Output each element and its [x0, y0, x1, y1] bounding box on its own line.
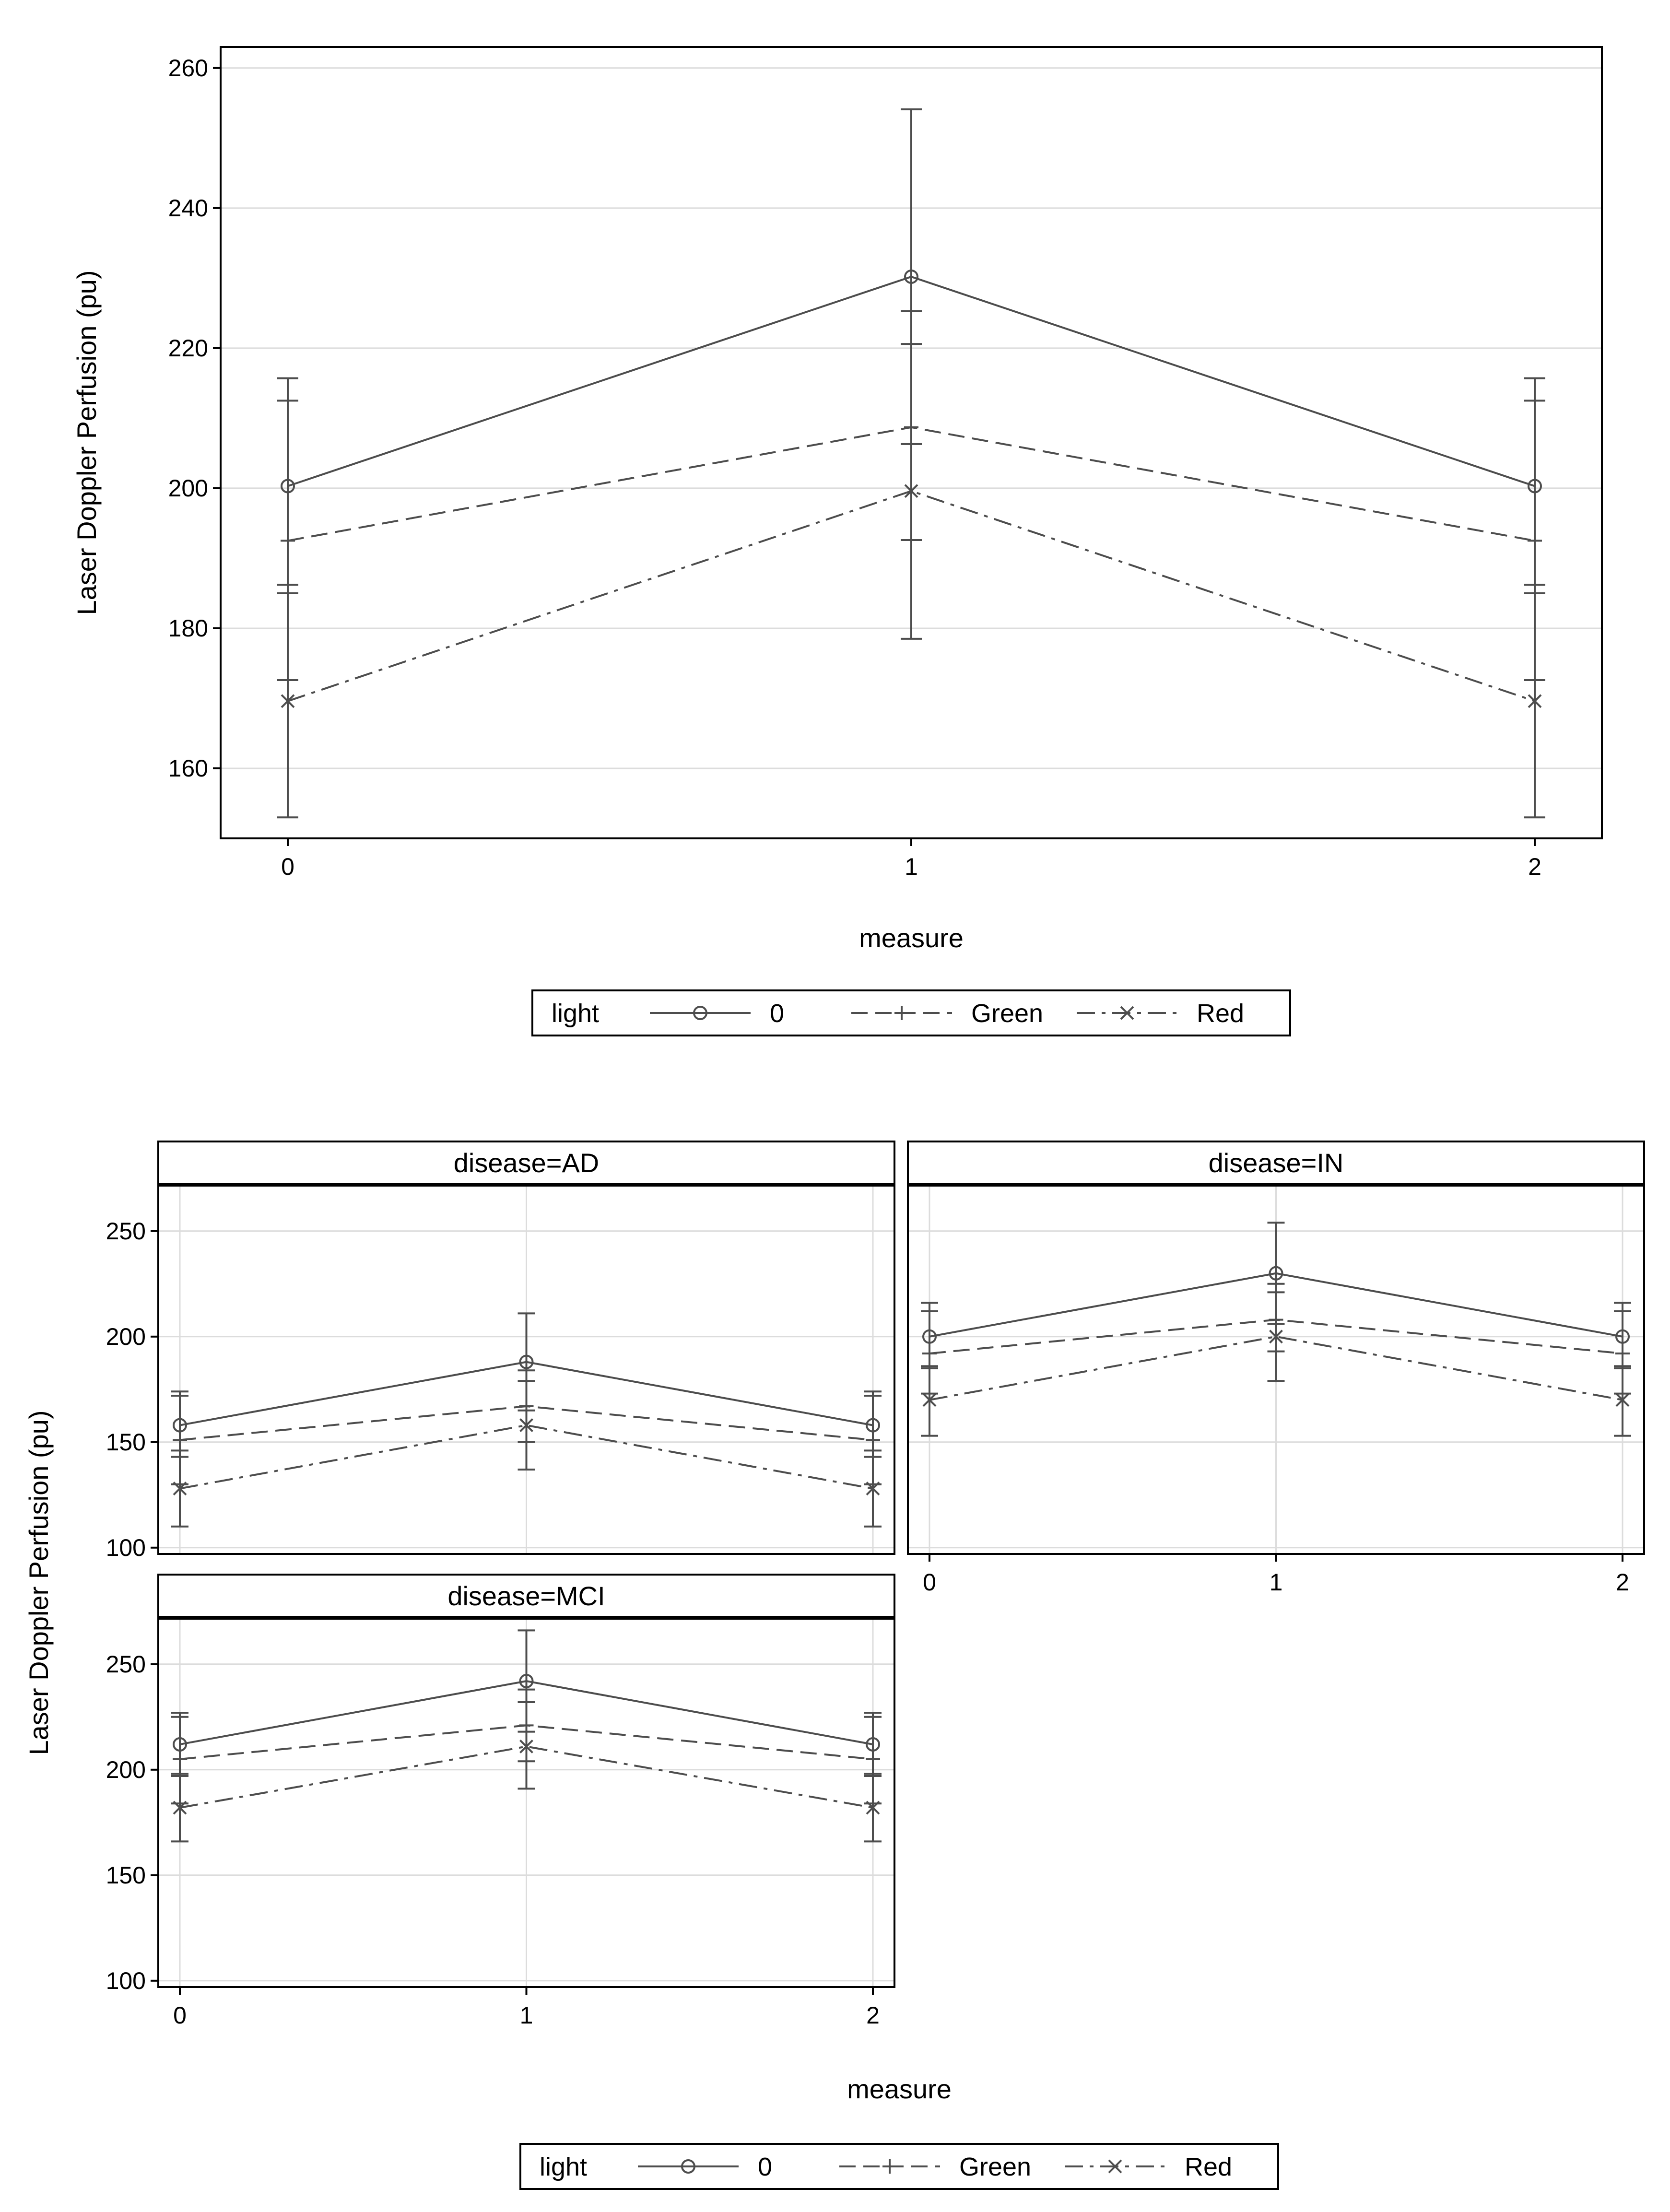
- legend-label-0: 0: [758, 2153, 772, 2181]
- y-tick-label: 100: [106, 1967, 146, 1994]
- data-point-green: [1615, 1346, 1630, 1361]
- top-y-axis-title: Laser Doppler Perfusion (pu): [71, 270, 102, 615]
- x-tick-label: 1: [905, 853, 918, 880]
- data-point-green: [866, 1752, 880, 1766]
- legend-label-green: Green: [971, 999, 1043, 1028]
- data-point-0: [519, 1354, 534, 1369]
- series-line-red: [929, 1335, 1623, 1401]
- panel-disease-in: 0 1 2 disease=IN: [907, 1141, 1645, 1596]
- data-point-red: [1528, 694, 1542, 708]
- panel-title: disease=MCI: [447, 1581, 605, 1611]
- data-point-0: [519, 1674, 534, 1688]
- data-point-green: [173, 1752, 187, 1766]
- y-tick-label: 150: [106, 1862, 146, 1889]
- panel-title: disease=AD: [454, 1148, 600, 1178]
- x-tick-label: 1: [520, 2002, 533, 2029]
- y-tick-label: 150: [106, 1429, 146, 1456]
- legend-title: light: [540, 2153, 587, 2181]
- legend-swatch-marker: [1120, 1006, 1134, 1020]
- panel-disease-mci: 100 150 200 250 0 1 2 disease=MCI: [106, 1574, 895, 2029]
- data-point-red: [519, 1739, 533, 1753]
- bottom-legend: light 0 Green Red: [519, 2143, 1279, 2190]
- y-tick-label: 180: [168, 615, 208, 642]
- x-tick-label: 0: [281, 853, 294, 880]
- legend-label-green: Green: [959, 2153, 1031, 2181]
- data-point-green: [866, 1433, 880, 1447]
- legend-label-red: Red: [1197, 999, 1244, 1028]
- data-point-green: [922, 1346, 937, 1361]
- x-tick-label: 2: [866, 2002, 880, 2029]
- data-point-green: [1528, 533, 1542, 548]
- y-tick-label: 220: [168, 335, 208, 362]
- y-tick-label: 250: [106, 1218, 146, 1245]
- data-point-red: [281, 694, 295, 708]
- data-point-red: [1615, 1393, 1630, 1407]
- top-plot: 160 180 200 220 240 260 0 1 2: [168, 46, 1603, 880]
- x-tick-label: 1: [1270, 1569, 1283, 1596]
- bottom-y-axis-title: Laser Doppler Perfusion (pu): [24, 1410, 54, 1755]
- data-point-red: [904, 484, 918, 498]
- data-point-red: [1269, 1330, 1283, 1344]
- series-line-red: [179, 1745, 873, 1809]
- data-point-red: [922, 1393, 937, 1407]
- y-tick-label: 250: [106, 1651, 146, 1678]
- y-tick-label: 100: [106, 1534, 146, 1561]
- panel-header: [157, 1141, 895, 1186]
- legend-swatch-marker: [1108, 2159, 1122, 2174]
- top-legend: light 0 Green Red: [531, 989, 1291, 1036]
- data-point-0: [1269, 1266, 1283, 1281]
- y-tick-label: 240: [168, 195, 208, 222]
- legend-swatch-marker: [894, 1006, 909, 1020]
- legend-label-0: 0: [770, 999, 784, 1028]
- y-tick-label: 200: [168, 475, 208, 502]
- y-tick-label: 200: [106, 1323, 146, 1350]
- data-point-green: [281, 533, 295, 548]
- x-tick-label: 0: [173, 2002, 187, 2029]
- top-x-axis-title: measure: [859, 923, 964, 953]
- legend-swatch-marker: [681, 2159, 695, 2174]
- legend-swatch-marker: [882, 2159, 897, 2174]
- panel-header: [907, 1141, 1645, 1186]
- series-line-red: [287, 490, 1535, 702]
- panel-title: disease=IN: [1209, 1148, 1344, 1178]
- x-tick-label: 2: [1616, 1569, 1629, 1596]
- legend-label-red: Red: [1185, 2153, 1232, 2181]
- data-point-0: [904, 269, 918, 284]
- x-tick-label: 2: [1528, 853, 1541, 880]
- y-tick-label: 200: [106, 1756, 146, 1783]
- panel-header: [157, 1574, 895, 1619]
- data-point-red: [866, 1482, 880, 1496]
- legend-title: light: [552, 999, 599, 1028]
- series-line-red: [179, 1424, 873, 1490]
- data-point-red: [173, 1482, 187, 1496]
- data-point-red: [866, 1800, 880, 1815]
- panel-disease-ad: 100 150 200 250 disease=AD: [106, 1141, 895, 1561]
- data-point-red: [519, 1418, 533, 1433]
- x-tick-label: 0: [923, 1569, 936, 1596]
- legend-swatch-marker: [693, 1006, 707, 1020]
- bottom-x-axis-title: measure: [847, 2074, 952, 2104]
- data-point-red: [173, 1800, 187, 1815]
- y-tick-label: 260: [168, 55, 208, 82]
- y-tick-label: 160: [168, 755, 208, 782]
- data-point-green: [173, 1433, 187, 1447]
